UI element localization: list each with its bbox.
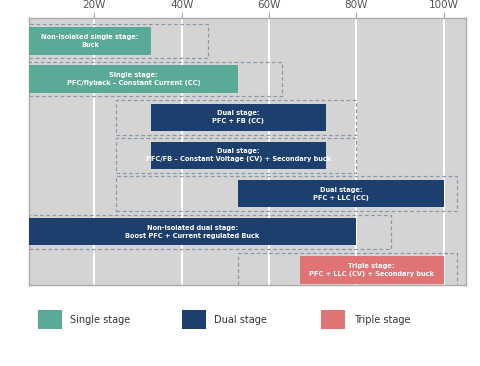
Bar — [29, 24, 208, 58]
Bar — [29, 62, 282, 96]
Bar — [300, 256, 444, 284]
Bar — [151, 104, 326, 131]
Bar — [29, 218, 356, 246]
Text: Dual stage:
PFC/FB – Constant Voltage (CV) + Secondary buck: Dual stage: PFC/FB – Constant Voltage (C… — [146, 149, 331, 163]
Text: Dual stage: Dual stage — [215, 314, 267, 325]
Text: Non-isolated single stage:
Buck: Non-isolated single stage: Buck — [41, 34, 139, 48]
Text: Dual stage:
PFC + LLC (CC): Dual stage: PFC + LLC (CC) — [313, 187, 369, 201]
Bar — [29, 27, 151, 55]
Text: Non-isolated dual stage:
Boost PFC + Current regulated Buck: Non-isolated dual stage: Boost PFC + Cur… — [125, 225, 260, 239]
Text: Single stage: Single stage — [70, 314, 131, 325]
Bar — [37, 310, 61, 329]
Bar — [239, 253, 457, 287]
Bar — [116, 138, 356, 173]
Bar — [322, 310, 346, 329]
Text: Triple stage:
PFC + LLC (CV) + Secondary buck: Triple stage: PFC + LLC (CV) + Secondary… — [309, 263, 434, 277]
Bar — [116, 176, 457, 211]
Bar — [151, 142, 326, 169]
Bar — [29, 66, 239, 93]
Bar — [116, 100, 356, 135]
Text: Dual stage:
PFC + FB (CC): Dual stage: PFC + FB (CC) — [213, 110, 264, 124]
Bar — [181, 310, 206, 329]
Text: Triple stage: Triple stage — [354, 314, 411, 325]
Text: Single stage:
PFC/flyback – Constant Current (CC): Single stage: PFC/flyback – Constant Cur… — [67, 72, 201, 86]
Bar — [29, 214, 391, 249]
Bar — [239, 180, 444, 207]
